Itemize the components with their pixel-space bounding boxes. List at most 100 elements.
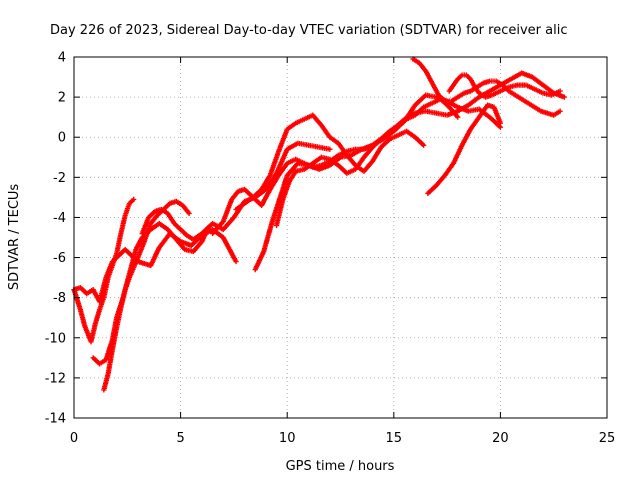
marker-trail (533, 105, 542, 113)
marker-trail (318, 145, 331, 152)
marker-trail (166, 228, 178, 241)
marker-trail (533, 87, 544, 95)
marker-trail (147, 210, 157, 219)
marker-trail (221, 198, 234, 223)
marker-trail (191, 240, 204, 253)
marker-trail (489, 78, 497, 84)
marker-trail (123, 248, 133, 257)
x-tick-label: 20 (492, 431, 509, 446)
marker-trail (168, 199, 178, 206)
marker-trail (468, 115, 481, 131)
marker-trail (307, 143, 320, 150)
marker-trail (264, 172, 279, 191)
marker-trail (85, 288, 95, 296)
marker-trail (105, 348, 115, 375)
marker-trail (465, 73, 472, 81)
marker-trail (259, 188, 272, 207)
marker-trail (200, 222, 214, 235)
marker-trail (460, 128, 473, 147)
marker-trail (424, 69, 434, 85)
marker-trail (154, 207, 163, 214)
series-arc2 (71, 196, 137, 345)
marker-trail (488, 115, 502, 129)
marker-trail (434, 174, 447, 187)
marker-trail (488, 83, 502, 93)
axis-ticks: 0 5 10 15 20 25 -14 -12 -10 -8 -6 -4 -2 0 2 4 (45, 51, 616, 447)
marker-trail (379, 129, 391, 141)
chart-title: Day 226 of 2023, Sidereal Day-to-day VTE… (50, 23, 567, 38)
data-point (455, 114, 461, 120)
x-tick-label: 0 (70, 431, 78, 446)
data-marks (71, 56, 567, 393)
marker-trail (396, 117, 408, 127)
marker-trail (270, 194, 283, 223)
marker-trail (274, 148, 290, 175)
marker-trail (388, 133, 399, 141)
marker-trail (371, 137, 383, 149)
grid (74, 57, 607, 418)
marker-trail (162, 202, 172, 211)
marker-trail (447, 84, 455, 93)
marker-trail (362, 145, 374, 159)
data-point (497, 120, 503, 126)
marker-trail (118, 288, 128, 309)
marker-trail (443, 162, 456, 177)
marker-trail (166, 212, 176, 225)
marker-trail (114, 306, 124, 329)
marker-trail (473, 86, 481, 95)
marker-trail (110, 326, 119, 351)
marker-trail (234, 201, 246, 211)
marker-trail (303, 161, 314, 171)
y-tick-label: -6 (53, 251, 66, 266)
marker-trail (88, 322, 98, 343)
marker-trail (280, 180, 292, 201)
marker-trail (294, 117, 306, 125)
marker-trail (93, 308, 102, 325)
marker-trail (478, 91, 487, 99)
data-point (233, 258, 239, 265)
marker-trail (482, 79, 491, 86)
marker-trail (277, 162, 289, 177)
marker-trail (149, 221, 161, 232)
marker-trail (285, 161, 300, 177)
marker-trail (450, 95, 459, 103)
marker-trail (118, 214, 128, 235)
y-tick-label: -12 (45, 371, 66, 386)
marker-trail (405, 129, 417, 139)
marker-trail (311, 113, 323, 127)
marker-trail (337, 163, 349, 175)
marker-trail (353, 156, 366, 171)
marker-trail (149, 214, 159, 225)
marker-trail (422, 101, 434, 109)
marker-trail (286, 121, 297, 131)
marker-trail (137, 259, 146, 266)
marker-trail (98, 358, 107, 366)
y-tick-label: 0 (58, 131, 66, 146)
series-arc5 (139, 140, 333, 243)
marker-trail (303, 113, 314, 121)
series-arc10 (410, 56, 563, 118)
marker-trail (379, 137, 391, 149)
marker-trail (531, 75, 545, 87)
marker-trail (552, 109, 562, 117)
marker-trail (78, 308, 87, 327)
marker-trail (388, 123, 400, 133)
marker-trail (430, 82, 441, 97)
marker-trail (186, 233, 195, 242)
marker-trail (510, 71, 523, 81)
marker-trail (320, 159, 331, 168)
series-arc12 (446, 72, 563, 100)
marker-trail (286, 141, 299, 151)
marker-trail (221, 216, 236, 231)
marker-trail (370, 146, 383, 163)
marker-trail (447, 105, 460, 119)
series-arc1 (71, 226, 239, 305)
marker-trail (286, 157, 297, 166)
series-arc11 (425, 102, 503, 196)
marker-trail (499, 85, 510, 93)
marker-trail (268, 174, 281, 191)
marker-trail (426, 183, 438, 195)
marker-trail (131, 256, 140, 269)
data-point (557, 108, 563, 114)
marker-trail (539, 109, 549, 116)
